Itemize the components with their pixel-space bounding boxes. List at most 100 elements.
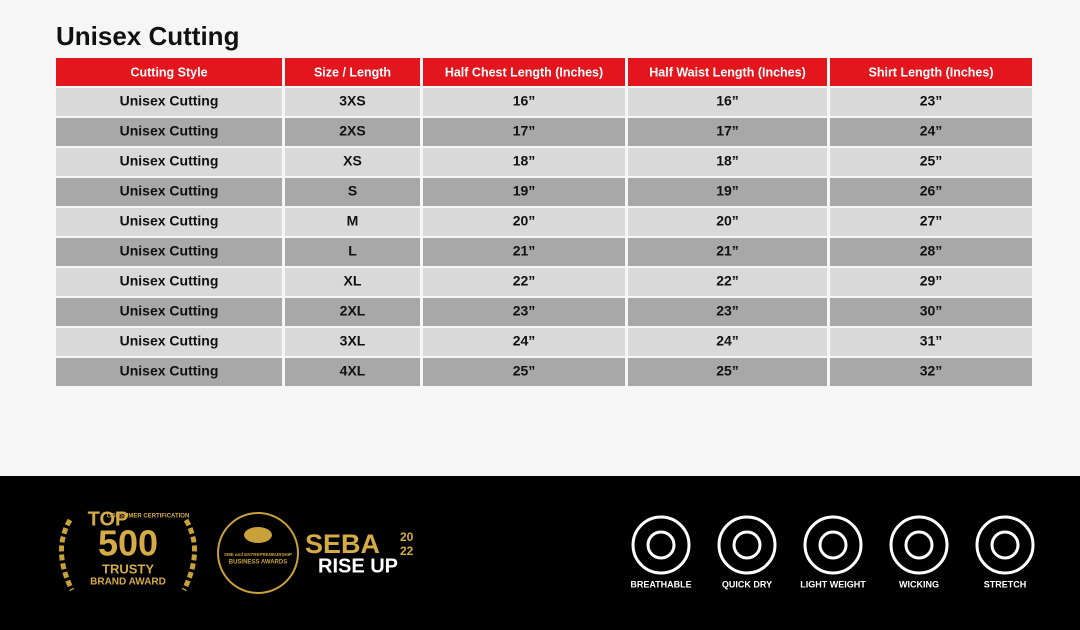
cell-text: 29” xyxy=(920,273,943,289)
cell xyxy=(285,208,420,236)
cell xyxy=(285,148,420,176)
cell-text: 18” xyxy=(716,153,739,169)
cell-text: 16” xyxy=(716,93,739,109)
feature-icon-inner xyxy=(646,530,676,560)
feature-icon xyxy=(717,515,777,575)
feature-icon xyxy=(975,515,1035,575)
cell-text: Unisex Cutting xyxy=(120,273,219,289)
cell-text: 24” xyxy=(513,333,536,349)
feature-icon xyxy=(631,515,691,575)
award-text: SME and ENTREPRENEURSHIP xyxy=(224,552,292,557)
cell-text: 3XS xyxy=(339,93,365,109)
cell xyxy=(628,298,827,326)
cell xyxy=(423,358,625,386)
cell xyxy=(423,118,625,146)
award-text: TRUSTY xyxy=(102,561,154,576)
award-text: 20 xyxy=(400,530,414,544)
cell xyxy=(285,268,420,296)
header-text: Shirt Length (Inches) xyxy=(869,65,994,79)
cell-text: 23” xyxy=(716,303,739,319)
cell-text: 25” xyxy=(513,363,536,379)
cell xyxy=(830,178,1032,206)
cell xyxy=(56,268,282,296)
cell-text: 22” xyxy=(513,273,536,289)
cell xyxy=(423,328,625,356)
cell-text: Unisex Cutting xyxy=(120,123,219,139)
cell-text: Unisex Cutting xyxy=(120,183,219,199)
award-ring xyxy=(217,512,299,594)
feature-icon xyxy=(889,515,949,575)
cell-text: 19” xyxy=(716,183,739,199)
award-text: BRAND AWARD xyxy=(90,577,166,588)
cell xyxy=(285,238,420,266)
cell xyxy=(628,208,827,236)
cell-text: 25” xyxy=(920,153,943,169)
cell xyxy=(56,88,282,116)
award-text: CONSUMER CERTIFICATION xyxy=(107,514,190,520)
cell-text: 23” xyxy=(920,93,943,109)
award-emblem xyxy=(244,527,272,543)
cell xyxy=(628,358,827,386)
cell-text: 2XL xyxy=(340,303,366,319)
cell-text: Unisex Cutting xyxy=(120,243,219,259)
header-text: Half Chest Length (Inches) xyxy=(445,65,603,79)
cell-text: 3XL xyxy=(340,333,366,349)
cell-text: 30” xyxy=(920,303,943,319)
cell-text: 24” xyxy=(920,123,943,139)
cell xyxy=(628,148,827,176)
feature-icon xyxy=(803,515,863,575)
table: Cutting Style Size / Length Half Chest Len… xyxy=(56,58,1032,386)
cell xyxy=(285,358,420,386)
cell-text: 4XL xyxy=(340,363,366,379)
cell-text: L xyxy=(348,243,357,259)
cell-text: Unisex Cutting xyxy=(120,93,219,109)
cell-text: 16” xyxy=(513,93,536,109)
cell xyxy=(423,298,625,326)
cell xyxy=(830,88,1032,116)
cell xyxy=(56,118,282,146)
cell xyxy=(423,268,625,296)
cell-text: 24” xyxy=(716,333,739,349)
award-text: BUSINESS AWARDS xyxy=(229,560,287,566)
feature-label: BREATHABLE xyxy=(630,579,691,589)
header-cell xyxy=(830,58,1032,86)
cell xyxy=(830,208,1032,236)
cell xyxy=(285,298,420,326)
cell xyxy=(56,358,282,386)
cell-text: 26” xyxy=(920,183,943,199)
cell xyxy=(423,178,625,206)
cell xyxy=(285,328,420,356)
feature-icon-inner xyxy=(904,530,934,560)
cell xyxy=(628,178,827,206)
cell-text: 19” xyxy=(513,183,536,199)
cell xyxy=(423,88,625,116)
feature-icon-inner xyxy=(990,530,1020,560)
award-text: TOP xyxy=(88,508,129,530)
cell-text: 28” xyxy=(920,243,943,259)
cell xyxy=(830,358,1032,386)
award-seba: SME and ENTREPRENEURSHIP BUSINESS AWARDS… xyxy=(217,512,414,594)
header-cell xyxy=(628,58,827,86)
cell-text: Unisex Cutting xyxy=(120,153,219,169)
cell xyxy=(423,208,625,236)
header-cell xyxy=(56,58,282,86)
feature-label: LIGHT WEIGHT xyxy=(800,579,866,589)
cell xyxy=(56,208,282,236)
cell xyxy=(285,88,420,116)
feature-label: QUICK DRY xyxy=(722,579,772,589)
cell xyxy=(56,178,282,206)
cell-text: 2XS xyxy=(339,123,365,139)
cell-text: M xyxy=(347,213,359,229)
cell xyxy=(830,328,1032,356)
award-text: RISE UP xyxy=(318,555,398,577)
award-text: 500 xyxy=(98,523,158,564)
cell-text: 32” xyxy=(920,363,943,379)
cell-text: 18” xyxy=(513,153,536,169)
header-text: Half Waist Length (Inches) xyxy=(649,65,806,79)
cell-text: 31” xyxy=(920,333,943,349)
feature-icon-inner xyxy=(732,530,762,560)
cell-text: XL xyxy=(344,273,362,289)
header-cell xyxy=(423,58,625,86)
header-text: Size / Length xyxy=(314,65,391,79)
